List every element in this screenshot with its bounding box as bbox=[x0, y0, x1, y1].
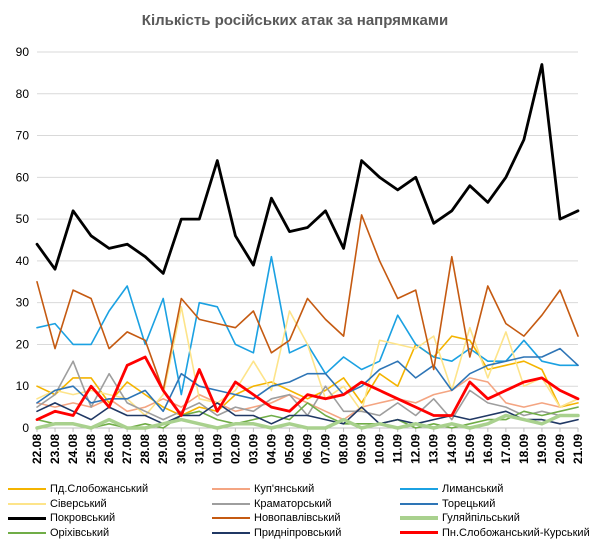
legend-item: Придніпровський bbox=[212, 526, 341, 540]
x-tick-label: 12.09 bbox=[409, 434, 423, 464]
legend-label: Придніпровський bbox=[254, 526, 342, 539]
legend-item: Сіверський bbox=[8, 497, 107, 511]
x-tick-label: 10.09 bbox=[373, 434, 387, 464]
y-tick-label: 40 bbox=[16, 254, 30, 268]
legend-label: Новопавлівський bbox=[254, 512, 341, 524]
legend-swatch bbox=[400, 502, 438, 505]
series-line bbox=[36, 347, 579, 413]
y-tick-label: 90 bbox=[16, 45, 30, 59]
x-tick-label: 25.08 bbox=[84, 434, 98, 464]
x-tick-label: 13.09 bbox=[427, 434, 441, 464]
x-tick-label: 05.09 bbox=[282, 434, 296, 464]
x-tick-label: 22.08 bbox=[30, 434, 44, 464]
gridlines bbox=[37, 51, 578, 387]
y-tick-label: 0 bbox=[22, 421, 29, 435]
legend-item: Торецький bbox=[400, 497, 495, 511]
legend-label: Краматорський bbox=[254, 497, 332, 510]
x-tick-label: 03.09 bbox=[246, 434, 260, 464]
x-tick-label: 30.08 bbox=[174, 434, 188, 464]
y-tick-label: 10 bbox=[16, 379, 30, 393]
y-tick-label: 50 bbox=[16, 212, 30, 226]
legend-item: Покровський bbox=[8, 511, 115, 525]
x-tick-label: 23.08 bbox=[48, 434, 62, 464]
x-tick-label: 20.09 bbox=[553, 434, 567, 464]
legend-swatch bbox=[400, 531, 438, 534]
legend-item: Куп'янський bbox=[212, 482, 314, 496]
series-line bbox=[36, 402, 579, 425]
y-tick-label: 30 bbox=[16, 296, 30, 310]
legend-label: Сіверський bbox=[50, 497, 107, 510]
series-lines bbox=[35, 63, 580, 430]
x-tick-label: 28.08 bbox=[138, 434, 152, 464]
x-tick-label: 06.09 bbox=[301, 434, 315, 464]
x-tick-label: 29.08 bbox=[156, 434, 170, 464]
x-axis-ticks: 22.08 23.08 24.08 25.08 26.08 27.08 28.08 29.08… bbox=[30, 434, 585, 464]
y-tick-label: 60 bbox=[16, 170, 30, 184]
x-tick-label: 27.08 bbox=[120, 434, 134, 464]
x-tick-label: 26.08 bbox=[102, 434, 116, 464]
legend: Пд.Слобожанський Куп'янський Лиманський Сів… bbox=[0, 482, 590, 540]
legend-label: Покровський bbox=[50, 512, 116, 524]
y-tick-label: 80 bbox=[16, 87, 30, 101]
chart-title: Кількість російських атак за напрямками bbox=[141, 12, 449, 29]
legend-swatch bbox=[212, 502, 250, 505]
series-line bbox=[35, 413, 580, 430]
legend-label: Оріхівський bbox=[50, 526, 110, 539]
legend-item: Пн.Слобожанський-Курський bbox=[400, 526, 590, 540]
legend-item: Новопавлівський bbox=[212, 511, 340, 525]
legend-label: Пд.Слобожанський bbox=[50, 483, 149, 495]
series-line bbox=[35, 63, 580, 275]
series-line bbox=[36, 214, 579, 392]
legend-swatch bbox=[8, 531, 46, 534]
x-tick-label: 19.09 bbox=[535, 434, 549, 464]
legend-label: Гуляйпільський bbox=[442, 512, 520, 524]
legend-label: Лиманський bbox=[442, 483, 504, 495]
legend-swatch bbox=[8, 516, 46, 520]
x-tick-label: 14.09 bbox=[445, 434, 459, 464]
series-line bbox=[35, 355, 580, 422]
x-tick-label: 31.08 bbox=[192, 434, 206, 464]
x-tick-label: 18.09 bbox=[517, 434, 531, 464]
x-tick-label: 16.09 bbox=[481, 434, 495, 464]
legend-label: Торецький bbox=[442, 497, 496, 510]
legend-label: Пн.Слобожанський-Курський bbox=[442, 526, 590, 539]
legend-item: Пд.Слобожанський bbox=[8, 482, 148, 496]
x-tick-label: 04.09 bbox=[264, 434, 278, 464]
x-tick-label: 11.09 bbox=[391, 434, 405, 464]
line-chart: 0 10 20 30 40 50 60 70 80 90 22.08 23.08 24.08 25.08… bbox=[16, 45, 585, 464]
x-tick-label: 24.08 bbox=[66, 434, 80, 464]
legend-swatch bbox=[400, 488, 438, 490]
legend-swatch bbox=[212, 517, 250, 519]
legend-swatch bbox=[8, 488, 46, 490]
x-tick-label: 15.09 bbox=[463, 434, 477, 464]
legend-item: Оріхівський bbox=[8, 526, 109, 540]
y-tick-label: 70 bbox=[16, 129, 30, 143]
y-axis-ticks: 0 10 20 30 40 50 60 70 80 90 bbox=[16, 45, 30, 435]
x-tick-label: 08.09 bbox=[337, 434, 351, 464]
y-tick-label: 20 bbox=[16, 337, 30, 351]
x-tick-label: 17.09 bbox=[499, 434, 513, 464]
legend-item: Гуляйпільський bbox=[400, 511, 520, 525]
series-line bbox=[36, 335, 579, 417]
legend-swatch bbox=[400, 516, 438, 520]
legend-swatch bbox=[212, 531, 250, 534]
legend-label: Куп'янський bbox=[254, 483, 315, 495]
legend-item: Краматорський bbox=[212, 497, 332, 511]
x-tick-label: 09.09 bbox=[355, 434, 369, 464]
x-tick-label: 01.09 bbox=[210, 434, 224, 464]
x-tick-label: 21.09 bbox=[571, 434, 585, 464]
x-tick-label: 07.09 bbox=[319, 434, 333, 464]
legend-swatch bbox=[8, 502, 46, 505]
legend-swatch bbox=[212, 488, 250, 490]
legend-item: Лиманський bbox=[400, 482, 503, 496]
x-tick-label: 02.09 bbox=[228, 434, 242, 464]
